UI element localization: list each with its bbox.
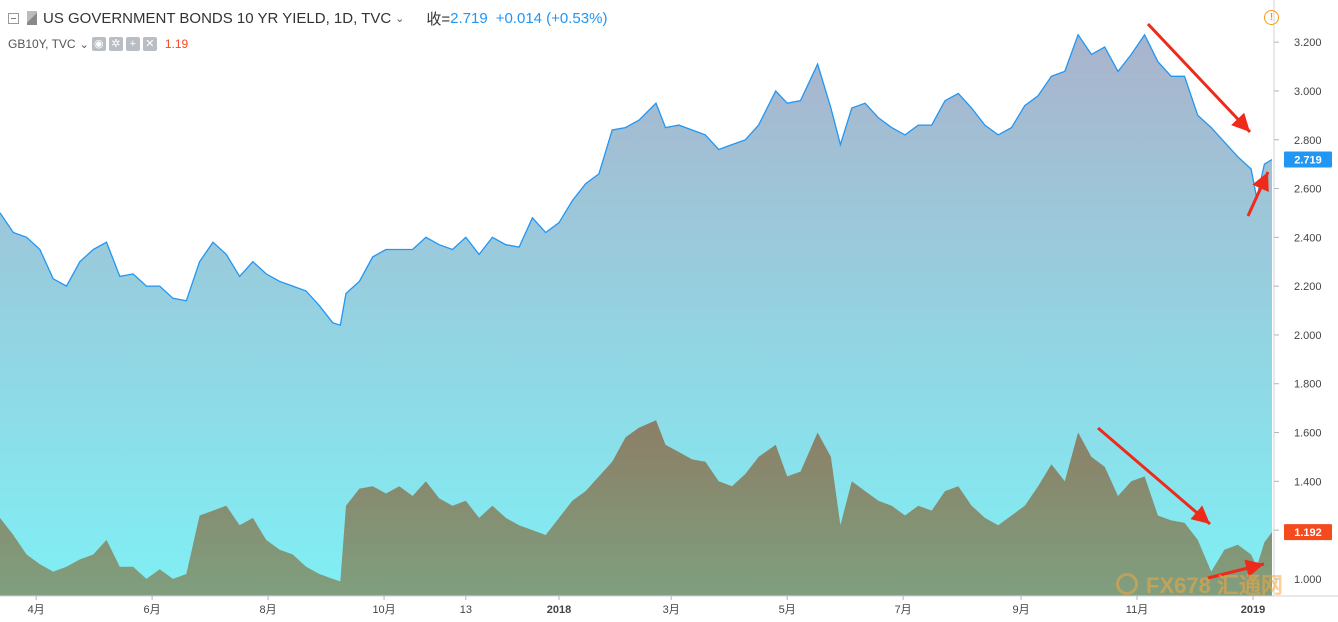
y-tick-label: 2.000 [1294, 330, 1322, 342]
x-tick-label: 11月 [1126, 604, 1148, 616]
x-tick-label: 4月 [28, 604, 45, 616]
y-tick-label: 2.400 [1294, 232, 1322, 244]
symbol-icon [27, 11, 37, 25]
x-tick-label: 8月 [260, 604, 277, 616]
collapse-icon[interactable] [8, 12, 19, 24]
chart-header: US GOVERNMENT BONDS 10 YR YIELD, 1D, TVC… [8, 8, 607, 28]
y-tick-label: 2.600 [1294, 184, 1322, 196]
chevron-down-icon[interactable]: ⌄ [79, 38, 89, 51]
warning-icon[interactable]: ! [1264, 10, 1279, 25]
x-tick-label: 3月 [663, 604, 680, 616]
annotation-arrow [1207, 559, 1265, 580]
x-tick-label: 6月 [144, 604, 161, 616]
x-tick-label: 10月 [372, 604, 395, 616]
watermark-text: FX678 汇通网 [1146, 573, 1283, 598]
watermark: FX678 汇通网 [1116, 568, 1283, 600]
us10y-last-value-badge-text: 2.719 [1294, 155, 1322, 167]
annotation-arrows [1097, 22, 1270, 580]
overlay-symbol[interactable]: GB10Y, TVC [8, 37, 76, 51]
annotation-arrow [1146, 22, 1252, 134]
gb10y-last-value-badge-text: 1.192 [1294, 527, 1322, 539]
us10y-series-area [0, 34, 1272, 597]
x-tick-label: 13 [460, 604, 472, 616]
y-tick-label: 3.200 [1294, 37, 1322, 49]
y-tick-label: 1.400 [1294, 476, 1322, 488]
x-tick-label: 7月 [895, 604, 912, 616]
chevron-down-icon[interactable]: ⌄ [395, 12, 405, 25]
gear-icon[interactable]: ✲ [108, 37, 123, 51]
y-tick-label: 3.000 [1294, 86, 1322, 98]
overlay-legend: GB10Y, TVC ⌄ ◉ ✲ + ✕ 1.19 [8, 35, 188, 53]
overlay-value: 1.19 [164, 37, 189, 51]
annotation-arrow [1246, 171, 1270, 217]
x-tick-label: 2018 [547, 604, 571, 616]
close-value: 2.719 [450, 9, 488, 27]
us10y-series-line [0, 33, 1273, 327]
watermark-logo-icon [1116, 573, 1138, 595]
annotation-arrow [1097, 426, 1211, 526]
y-tick-label: 1.000 [1294, 574, 1322, 586]
chart-title[interactable]: US GOVERNMENT BONDS 10 YR YIELD, 1D, TVC [43, 9, 392, 27]
x-tick-label: 9月 [1012, 604, 1029, 616]
y-tick-label: 2.800 [1294, 135, 1322, 147]
x-tick-label: 5月 [779, 604, 796, 616]
us10y-last-value-badge [1284, 151, 1332, 168]
x-tick-label: 2019 [1241, 604, 1265, 616]
close-label: 收= [426, 10, 451, 28]
close-icon[interactable]: ✕ [142, 37, 157, 51]
plus-icon[interactable]: + [125, 37, 140, 51]
y-tick-label: 1.600 [1294, 428, 1322, 440]
y-tick-label: 2.200 [1294, 281, 1322, 293]
gb10y-series-area [0, 420, 1272, 596]
eye-icon[interactable]: ◉ [91, 37, 106, 51]
y-tick-label: 1.800 [1294, 379, 1322, 391]
price-change: +0.014 (+0.53%) [495, 9, 608, 27]
gb10y-last-value-badge [1284, 524, 1332, 541]
